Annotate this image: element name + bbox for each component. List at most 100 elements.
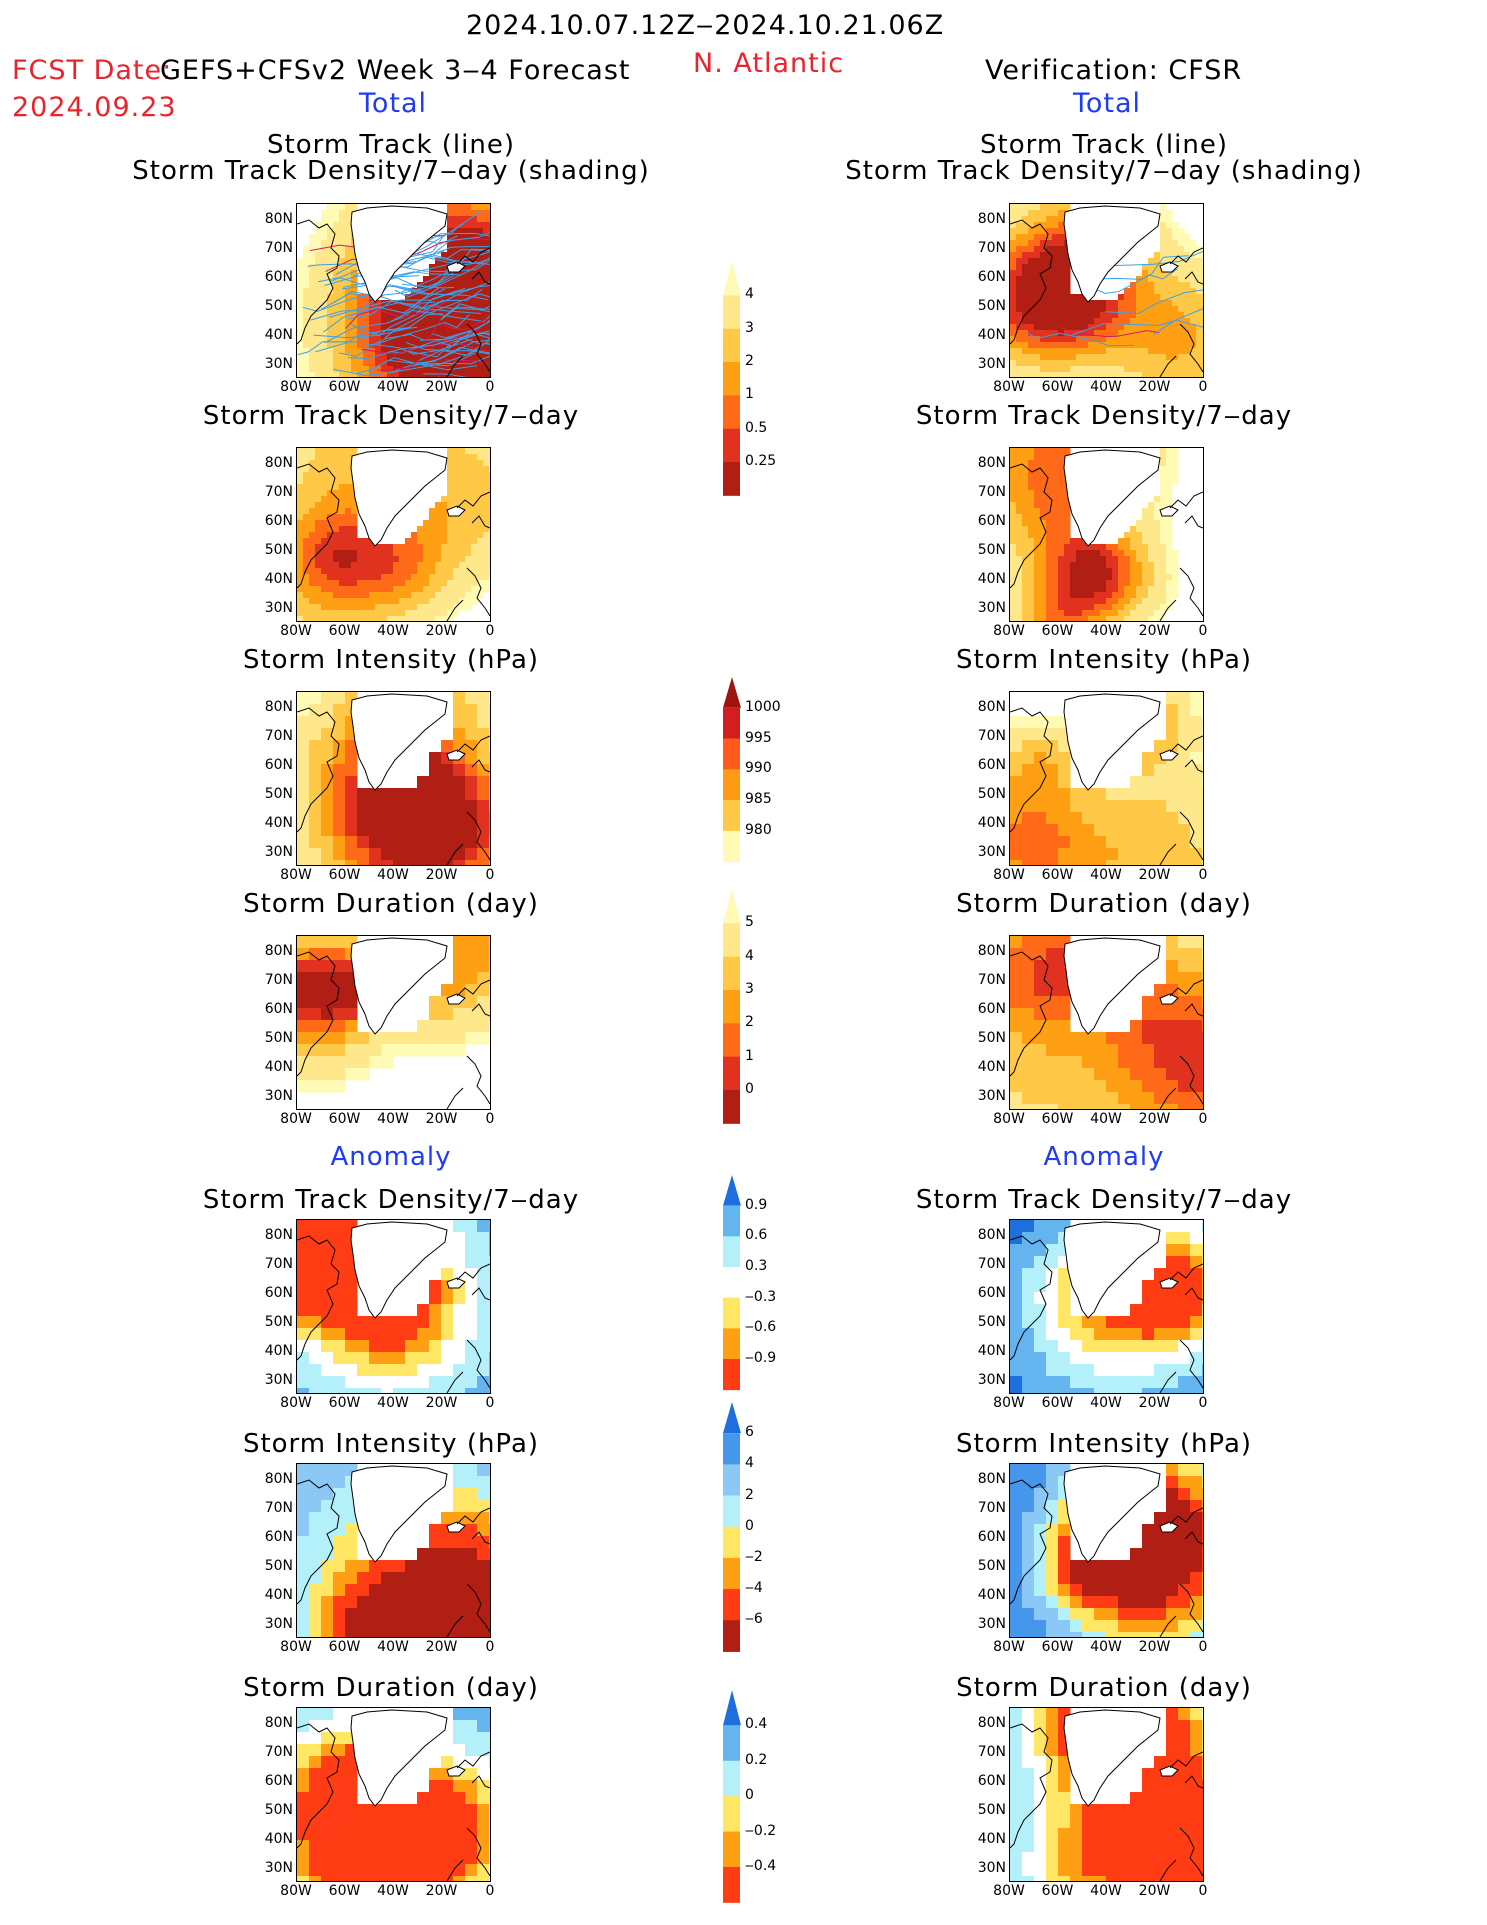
shading-cell	[1040, 282, 1047, 289]
shading-cell	[1082, 1068, 1095, 1081]
shading-cell	[1160, 538, 1167, 545]
shading-cell	[399, 342, 406, 349]
shading-cell	[429, 1340, 442, 1353]
shading-cell	[1040, 234, 1047, 241]
shading-cell	[1178, 948, 1191, 961]
shading-cell	[1022, 1104, 1035, 1109]
shading-cell	[1034, 496, 1041, 503]
shading-cell	[477, 996, 490, 1009]
shading-cell	[357, 604, 364, 611]
shading-cell	[357, 824, 370, 837]
shading-cell	[393, 556, 400, 563]
shading-cell	[1160, 246, 1167, 253]
shading-cell	[1136, 366, 1143, 373]
shading-cell	[1052, 246, 1059, 253]
shading-cell	[465, 366, 472, 373]
shading-cell	[1034, 1280, 1047, 1293]
shading-cell	[1010, 788, 1023, 801]
shading-cell	[1046, 1092, 1059, 1105]
shading-cell	[1202, 1044, 1203, 1057]
shading-cell	[1142, 360, 1149, 367]
shading-cell	[1022, 824, 1035, 837]
shading-cell	[453, 848, 466, 861]
shading-cell	[1070, 538, 1077, 545]
shading-cell	[489, 448, 490, 455]
shading-cell	[297, 1328, 310, 1341]
shading-cell	[1076, 324, 1083, 331]
shading-cell	[1166, 490, 1173, 497]
shading-cell	[345, 240, 352, 247]
lat-tick-label: 50N	[977, 786, 1006, 802]
shading-cell	[309, 1876, 322, 1881]
shading-cell	[1082, 1560, 1095, 1573]
shading-cell	[375, 616, 382, 621]
shading-cell	[333, 1864, 346, 1877]
shading-cell	[357, 580, 364, 587]
shading-cell	[321, 460, 328, 467]
shading-cell	[333, 836, 346, 849]
shading-cell	[1058, 586, 1065, 593]
shading-cell	[465, 508, 472, 515]
shading-cell	[1160, 610, 1167, 617]
shading-cell	[297, 1596, 310, 1609]
shading-cell	[1142, 610, 1149, 617]
shading-cell	[1130, 1584, 1143, 1597]
shading-cell	[345, 616, 352, 621]
shading-cell	[489, 502, 490, 509]
shading-cell	[1202, 1632, 1203, 1637]
shading-cell	[447, 568, 454, 575]
shading-cell	[1112, 366, 1119, 373]
shading-cell	[1154, 1328, 1167, 1341]
shading-cell	[303, 360, 310, 367]
shading-cell	[399, 562, 406, 569]
shading-cell	[1094, 1596, 1107, 1609]
shading-cell	[321, 234, 328, 241]
shading-cell	[309, 348, 316, 355]
shading-cell	[1130, 1828, 1143, 1841]
shading-cell	[1160, 532, 1167, 539]
shading-cell	[1058, 580, 1065, 587]
shading-cell	[453, 1364, 466, 1377]
lon-tick-label: 0	[485, 1883, 495, 1899]
shading-cell	[321, 1388, 334, 1393]
shading-cell	[1154, 354, 1161, 361]
shading-cell	[1034, 264, 1041, 271]
shading-cell	[1076, 556, 1083, 563]
shading-cell	[393, 580, 400, 587]
shading-cell	[321, 1744, 334, 1757]
shading-cell	[321, 1032, 334, 1045]
shading-cell	[1094, 1044, 1107, 1057]
shading-cell	[1106, 1876, 1119, 1881]
shading-cell	[333, 354, 340, 361]
shading-cell	[357, 1632, 370, 1637]
shading-cell	[411, 550, 418, 557]
shading-cell	[1148, 324, 1155, 331]
lat-tick-label: 80N	[977, 699, 1006, 715]
shading-cell	[1016, 496, 1023, 503]
shading-cell	[1022, 1304, 1035, 1317]
shading-cell	[309, 752, 322, 765]
shading-cell	[333, 1620, 346, 1633]
shading-cell	[297, 324, 304, 331]
shading-cell	[1190, 1316, 1203, 1329]
shading-cell	[1202, 1876, 1203, 1881]
shading-cell	[1058, 288, 1065, 295]
shading-cell	[459, 204, 466, 211]
shading-cell	[1028, 472, 1035, 479]
shading-cell	[1142, 1020, 1155, 1033]
shading-cell	[393, 1376, 406, 1389]
shading-cell	[1046, 276, 1053, 283]
shading-cell	[1058, 270, 1065, 277]
shading-cell	[1010, 1056, 1023, 1069]
shading-cell	[1094, 354, 1101, 361]
left-total-label: Total	[359, 88, 428, 119]
shading-cell	[1070, 580, 1077, 587]
shading-cell	[351, 574, 358, 581]
shading-cell	[441, 282, 448, 289]
shading-cell	[357, 812, 370, 825]
shading-cell	[321, 1464, 334, 1477]
shading-cell	[429, 562, 436, 569]
shading-cell	[417, 860, 430, 865]
shading-cell	[471, 508, 478, 515]
shading-cell	[309, 1708, 322, 1721]
